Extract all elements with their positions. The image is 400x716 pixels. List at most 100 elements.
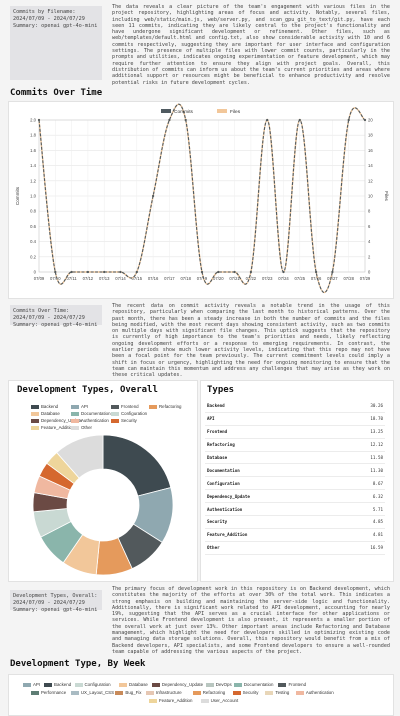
type-percent: 12.12 <box>337 438 385 452</box>
y2-axis-label: Files <box>384 191 389 201</box>
legend-swatch <box>31 690 39 695</box>
legend-swatch <box>71 404 79 409</box>
week-legend-item: UX_Layout_CSS <box>70 690 114 695</box>
legend-label: Bug_Fix <box>125 690 142 695</box>
legend-swatch <box>111 411 119 416</box>
commits-chart-panel: 0 0.2 0.4 0.6 0.8 1.0 1.2 1.4 1.6 1.8 2.0 0 2 4 6 8 10 12… <box>8 101 394 299</box>
legend-swatch <box>145 690 154 695</box>
legend-label: API <box>81 404 89 409</box>
type-percent: 4.85 <box>337 515 385 529</box>
type-name: Security <box>205 515 338 529</box>
legend-label: Frontend <box>121 404 139 409</box>
legend-label: Dependency_Update <box>161 682 204 687</box>
legend-swatch <box>278 682 287 687</box>
legend-label: Backend <box>41 404 59 409</box>
week-legend-item: User_Account <box>200 698 238 703</box>
legend-label: Dependency_Update <box>41 418 83 423</box>
x-tick-label: 07/24 <box>278 276 289 281</box>
y-tick-label: 0 <box>34 270 37 275</box>
x-tick-label: 07/09 <box>34 276 45 281</box>
legend-swatch <box>232 690 241 695</box>
legend-label: Feature_Addition <box>159 698 193 703</box>
week-legend-item: Configuration <box>74 682 111 687</box>
y2-tick-label: 14 <box>368 163 373 168</box>
type-name: Authentication <box>205 502 338 517</box>
pie-legend-item: Refactoring <box>149 404 181 409</box>
x-tick-label: 07/18 <box>180 276 191 281</box>
types-table-row: Security 4.85 <box>205 515 385 529</box>
summary-label-title: Commits Over Time: <box>13 308 70 314</box>
legend-label: Other <box>81 425 92 430</box>
legend-swatch <box>71 418 79 423</box>
legend-swatch <box>151 682 160 687</box>
legend-label: Feature_Addition <box>41 425 75 430</box>
y-tick-label: 0.4 <box>30 239 36 244</box>
legend-swatch <box>233 682 242 687</box>
pie-legend-item: Authentication <box>71 418 109 423</box>
commits-summary-row: Commits Over Time: 2024/07/09 - 2024/07/… <box>10 303 390 378</box>
legend-swatch <box>265 690 274 695</box>
week-legend-item: Bug_Fix <box>115 690 142 695</box>
legend-swatch <box>31 418 39 423</box>
commits-point <box>363 118 367 122</box>
legend-swatch <box>44 682 53 687</box>
commits-point <box>70 270 73 274</box>
legend-swatch <box>71 425 79 430</box>
y2-tick-label: 16 <box>368 148 373 153</box>
commits-point <box>135 270 138 274</box>
commits-point <box>315 270 318 274</box>
legend-swatch <box>119 682 128 687</box>
legend-label: Documentation <box>243 682 274 687</box>
commits-section-title: Commits Over Time <box>10 88 103 98</box>
types-table: Backend 30.26 API 18.70 Frontend 13.25 Refacto… <box>205 400 385 555</box>
legend-swatch <box>200 698 209 703</box>
commits-point <box>200 270 204 274</box>
y2-tick-label: 18 <box>368 133 373 138</box>
week-legend-item: Database <box>119 682 148 687</box>
legend-swatch <box>74 682 83 687</box>
week-legend-item: Testing <box>265 690 289 695</box>
legend-label: Database <box>41 411 60 416</box>
type-percent: 11.30 <box>337 463 385 478</box>
summary-label-model: Summary: openai gpt-4o-mini <box>13 322 98 328</box>
series-line-commits <box>38 103 366 294</box>
week-legend-item: DevOps <box>205 682 232 687</box>
y-tick-label: 0.6 <box>30 224 36 229</box>
x-tick-label: 07/25 <box>295 276 306 281</box>
legend-label: Refactoring <box>159 404 182 409</box>
type-percent: 13.25 <box>337 425 385 439</box>
type-percent: 5.71 <box>337 502 385 517</box>
summary-label-dates: 2024/07/09 - 2024/07/29 <box>13 16 85 22</box>
week-legend-item: Infrastructure <box>145 690 182 695</box>
x-tick-label: 07/11 <box>67 276 78 281</box>
commits-point <box>217 270 220 274</box>
commits-point <box>233 270 236 274</box>
commits-point <box>347 118 350 122</box>
commits-point <box>103 270 106 274</box>
y2-tick-label: 2 <box>368 254 371 259</box>
x-tick-label: 07/19 <box>197 276 208 281</box>
type-name: Other <box>205 541 338 555</box>
legend-label: Backend <box>54 682 72 687</box>
legend-swatch <box>192 690 201 695</box>
week-legend-item: Refactoring <box>192 690 226 695</box>
y-tick-label: 1.4 <box>30 163 36 168</box>
legend-swatch <box>149 698 157 703</box>
y2-tick-label: 8 <box>368 209 371 214</box>
filename-summary-row: Commits by Filename: 2024/07/09 - 2024/0… <box>10 4 390 86</box>
legend-swatch <box>23 682 31 687</box>
y-tick-label: 1.0 <box>30 194 36 199</box>
y-tick-label: 1.2 <box>30 178 36 183</box>
summary-label-model: Summary: openai gpt-4o-mini <box>13 23 98 29</box>
types-table-row: Documentation 11.30 <box>205 463 385 478</box>
legend-label: Refactoring <box>202 690 226 695</box>
type-percent: 11.58 <box>337 451 385 465</box>
types-table-row: Feature_Addition 4.81 <box>205 528 385 542</box>
legend-swatch <box>205 682 214 687</box>
commits-point <box>152 194 155 198</box>
week-legend-item: API <box>23 682 40 687</box>
types-table-row: Other 16.59 <box>205 541 385 555</box>
legend-label: Commits <box>174 109 194 115</box>
commits-point <box>54 270 57 274</box>
types-table-row: API 18.70 <box>205 412 385 426</box>
